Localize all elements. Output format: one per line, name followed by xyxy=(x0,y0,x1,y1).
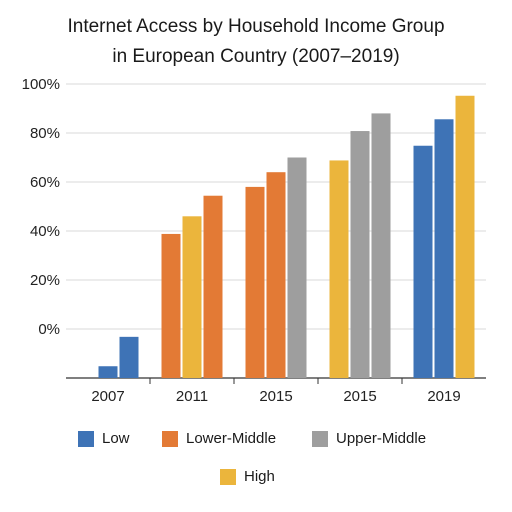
chart-title-line-1: Internet Access by Household Income Grou… xyxy=(67,16,445,37)
y-tick-label: 0% xyxy=(38,321,60,338)
legend-swatch-high xyxy=(220,468,236,485)
legend-item-lower-middle: Lower-Middle xyxy=(162,430,276,447)
bar xyxy=(455,95,475,378)
chart-title: Internet Access by Household Income Grou… xyxy=(0,12,512,72)
bar xyxy=(434,119,454,378)
x-tick-label: 2019 xyxy=(427,388,460,405)
x-tick-label: 2011 xyxy=(176,388,208,405)
y-tick-label: 40% xyxy=(30,223,60,240)
legend-swatch-low xyxy=(78,430,94,447)
bar xyxy=(266,172,286,378)
bar xyxy=(245,186,265,378)
y-tick-label: 80% xyxy=(30,125,60,142)
y-tick-label: 20% xyxy=(30,272,60,289)
legend-item-low: Low xyxy=(78,430,130,447)
bar xyxy=(98,366,118,378)
x-tick-label: 2015 xyxy=(343,388,376,405)
x-tick-label: 2007 xyxy=(91,388,124,405)
bar xyxy=(329,160,349,378)
legend-swatch-lower-middle xyxy=(162,430,178,447)
bar xyxy=(287,157,307,378)
legend-item-high: High xyxy=(220,468,275,485)
legend-swatch-upper-middle xyxy=(312,430,328,447)
bar xyxy=(203,195,223,378)
bar xyxy=(119,336,139,378)
legend-label-low: Low xyxy=(102,430,130,447)
legend-label-upper-middle: Upper-Middle xyxy=(336,430,427,447)
bar xyxy=(413,145,433,378)
legend-label-high: High xyxy=(244,468,275,485)
bar xyxy=(371,113,391,379)
legend-item-upper-middle: Upper-Middle xyxy=(312,430,426,447)
x-tick-label: 2015 xyxy=(259,388,292,405)
legend-label-lower-middle: Lower-Middle xyxy=(186,430,277,447)
bar xyxy=(182,216,202,378)
chart-title-line-2: in European Country (2007–2019) xyxy=(112,46,400,67)
y-tick-label: 100% xyxy=(22,76,60,93)
bar xyxy=(161,233,181,378)
y-tick-label: 60% xyxy=(30,174,60,191)
bar xyxy=(350,131,370,378)
